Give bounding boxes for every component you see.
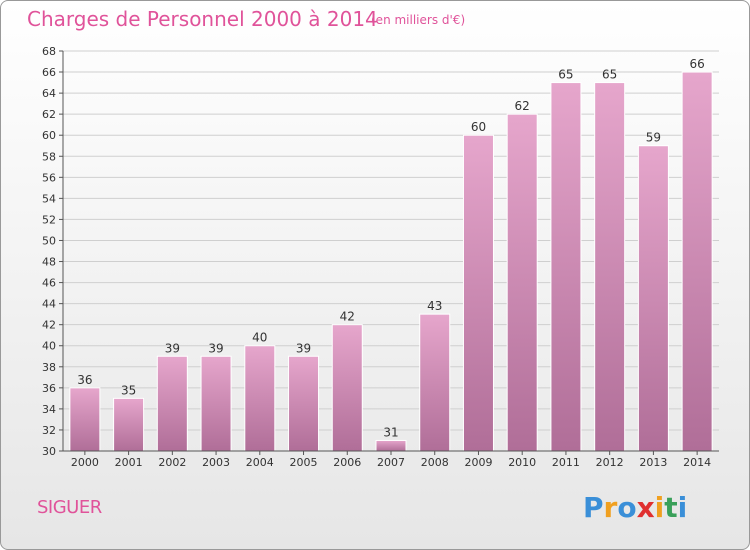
data-label-2001: 35: [121, 383, 136, 397]
y-tick-label: 52: [42, 213, 56, 226]
x-tick-label-2002: 2002: [158, 456, 186, 469]
data-label-2002: 39: [165, 341, 180, 355]
y-tick-label: 66: [42, 66, 56, 79]
bar-2014: [681, 71, 713, 452]
data-label-2003: 39: [208, 341, 223, 355]
data-label-2009: 60: [471, 120, 486, 134]
y-tick-label: 54: [42, 192, 56, 205]
bar-2010: [506, 113, 538, 452]
x-tick-label-2012: 2012: [596, 456, 624, 469]
y-tick-label: 46: [42, 277, 56, 290]
bar-2003: [200, 355, 232, 452]
bar-2006: [331, 324, 363, 452]
data-label-2011: 65: [558, 68, 573, 82]
proxiti-logo: Proxiti: [583, 491, 687, 524]
x-tick-label-2001: 2001: [115, 456, 143, 469]
data-label-2014: 66: [689, 57, 704, 71]
bar-2012: [594, 82, 626, 452]
y-tick-label: 34: [42, 403, 56, 416]
x-tick-label-2003: 2003: [202, 456, 230, 469]
data-label-2005: 39: [296, 341, 311, 355]
y-tick-label: 32: [42, 424, 56, 437]
data-label-2004: 40: [252, 331, 267, 345]
chart-title: Charges de Personnel 2000 à 2014: [27, 7, 378, 31]
bar-2008: [419, 313, 451, 452]
y-tick-label: 68: [42, 45, 56, 58]
logo-letter: o: [617, 491, 637, 524]
data-label-2008: 43: [427, 299, 442, 313]
x-tick-label-2004: 2004: [246, 456, 274, 469]
x-tick-label-2013: 2013: [639, 456, 667, 469]
data-label-2013: 59: [646, 131, 661, 145]
chart-subtitle: (en milliers d'€): [371, 13, 466, 27]
logo-letter: r: [603, 491, 618, 524]
bar-2011: [550, 82, 582, 452]
bar-2007: [375, 439, 407, 452]
logo-letter: i: [654, 491, 665, 524]
x-tick-label-2011: 2011: [552, 456, 580, 469]
bar-2004: [244, 345, 276, 452]
x-tick-label-2008: 2008: [421, 456, 449, 469]
commune-name: SIGUER: [37, 497, 102, 518]
logo-letter: t: [664, 491, 678, 524]
data-label-2010: 62: [515, 99, 530, 113]
x-tick-label-2000: 2000: [71, 456, 99, 469]
y-tick-label: 62: [42, 108, 56, 121]
x-tick-label-2007: 2007: [377, 456, 405, 469]
x-tick-label-2010: 2010: [508, 456, 536, 469]
y-tick-label: 64: [42, 87, 56, 100]
y-tick-label: 60: [42, 129, 56, 142]
y-tick-label: 40: [42, 340, 56, 353]
data-label-2000: 36: [77, 373, 92, 387]
bar-2000: [69, 387, 101, 452]
data-label-2012: 65: [602, 68, 617, 82]
y-tick-label: 42: [42, 319, 56, 332]
y-tick-label: 44: [42, 298, 56, 311]
y-tick-label: 58: [42, 150, 56, 163]
y-tick-label: 36: [42, 382, 56, 395]
x-tick-label-2014: 2014: [683, 456, 711, 469]
data-label-2006: 42: [340, 310, 355, 324]
y-tick-label: 50: [42, 234, 56, 247]
y-tick-label: 30: [42, 445, 56, 458]
x-tick-label-2009: 2009: [464, 456, 492, 469]
y-tick-label: 38: [42, 361, 56, 374]
y-tick-label: 56: [42, 171, 56, 184]
bar-2002: [156, 355, 188, 452]
x-tick-label-2005: 2005: [290, 456, 318, 469]
logo-letter: P: [583, 491, 604, 524]
y-tick-label: 48: [42, 256, 56, 269]
bar-2013: [637, 145, 669, 452]
data-label-2007: 31: [383, 425, 398, 439]
x-tick-label-2006: 2006: [333, 456, 361, 469]
bar-2001: [113, 397, 145, 452]
bar-2005: [288, 355, 320, 452]
bar-2009: [462, 134, 494, 452]
logo-letter: i: [677, 491, 688, 524]
logo-letter: x: [636, 491, 655, 524]
